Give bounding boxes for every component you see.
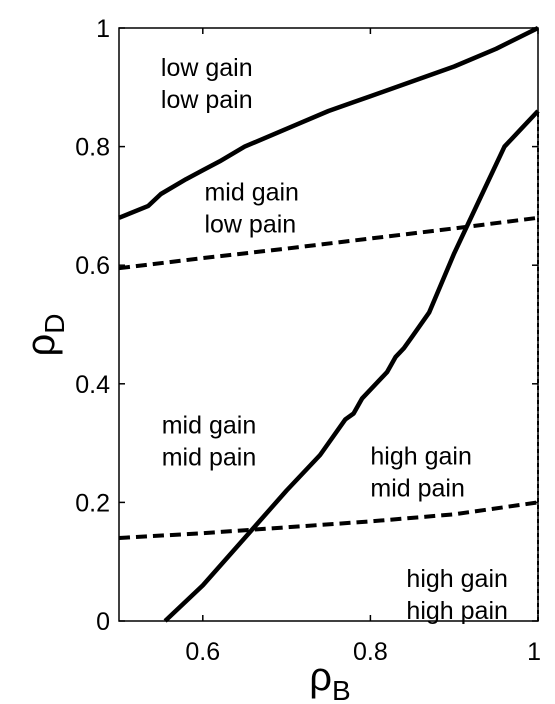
plot-frame bbox=[118, 27, 539, 622]
region-label: high gain high pain bbox=[406, 565, 507, 625]
x-tick-label: 0.8 bbox=[353, 638, 388, 666]
region-label-line: mid gain bbox=[204, 179, 299, 207]
y-axis-label-base: ρ bbox=[19, 334, 63, 357]
region-label-line: mid pain bbox=[162, 444, 257, 472]
region-label-line: high gain bbox=[370, 442, 471, 470]
y-tick-label: 0.4 bbox=[75, 371, 110, 399]
x-tick-label: 0.6 bbox=[185, 638, 220, 666]
lines-layer bbox=[118, 25, 540, 623]
y-axis-label: ρD bbox=[19, 314, 70, 357]
region-label-line: mid pain bbox=[370, 474, 465, 502]
y-tick-label: 0.2 bbox=[75, 489, 110, 517]
region-label-line: mid gain bbox=[162, 412, 257, 440]
region-label: low gain low pain bbox=[161, 54, 253, 114]
y-tick-label: 0.6 bbox=[75, 252, 110, 280]
x-axis-label: ρB bbox=[309, 655, 350, 704]
y-tick-label: 0 bbox=[96, 608, 110, 636]
region-label-line: low pain bbox=[204, 211, 296, 239]
x-tick-label: 1 bbox=[527, 638, 541, 666]
region-label-line: low gain bbox=[161, 54, 253, 82]
x-axis-label-base: ρ bbox=[309, 655, 332, 699]
region-label-line: high gain bbox=[406, 565, 507, 593]
region-label: mid gain low pain bbox=[204, 179, 299, 239]
series-line-1-dashed bbox=[118, 215, 539, 271]
region-label: high gain mid pain bbox=[370, 442, 471, 502]
series-line-0-solid bbox=[118, 25, 540, 220]
ticks-layer: 0.6 0.8 1 0 0.2 0.4 0.6 0.8 1 bbox=[75, 15, 541, 666]
region-label-line: low pain bbox=[161, 86, 253, 114]
region-label: mid gain mid pain bbox=[162, 412, 257, 472]
y-tick-label: 1 bbox=[96, 15, 110, 43]
y-axis-label-sub: D bbox=[39, 314, 70, 334]
series-line-3-dashed bbox=[118, 500, 539, 540]
y-tick-label: 0.8 bbox=[75, 134, 110, 162]
series-line-2-solid bbox=[163, 109, 540, 623]
x-axis-label-sub: B bbox=[332, 675, 351, 704]
